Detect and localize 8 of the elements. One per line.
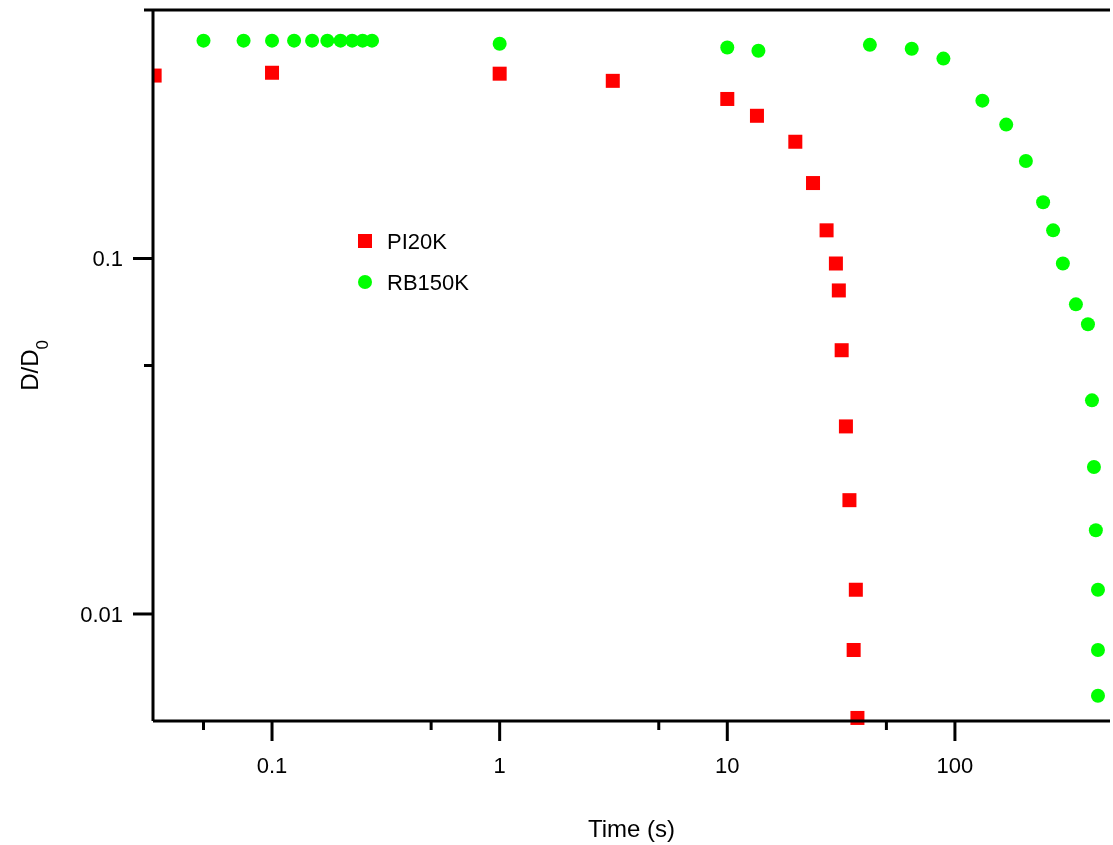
x-tick-label: 100: [936, 753, 974, 778]
y-tick-label: 0.01: [80, 601, 123, 627]
x-axis-title: Time (s): [587, 815, 676, 842]
x-tick-label: 10: [715, 753, 740, 778]
legend-label: PI20K: [387, 229, 448, 254]
x-tick-label: 1: [493, 753, 506, 778]
legend-label: RB150K: [387, 270, 470, 295]
x-tick-label: 0.1: [256, 753, 288, 778]
